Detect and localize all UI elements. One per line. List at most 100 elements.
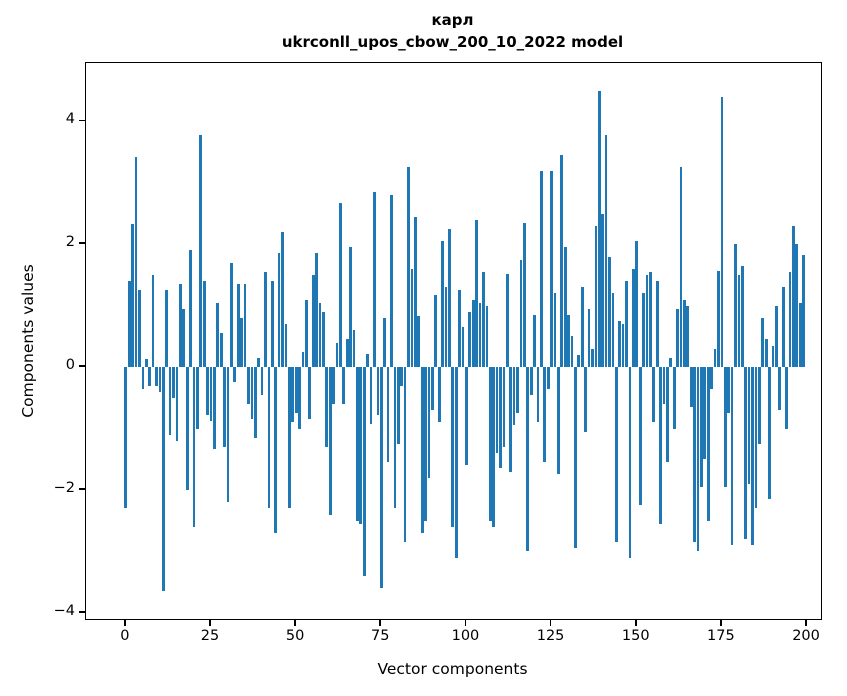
bar-component-53	[305, 299, 308, 368]
bar-component-56	[315, 253, 318, 368]
bar-component-34	[240, 317, 243, 368]
x-tick-label: 175	[707, 628, 735, 644]
bar-component-40	[260, 367, 264, 395]
bar-component-57	[318, 302, 322, 368]
bar-component-173	[713, 348, 717, 368]
bar-component-161	[672, 367, 676, 429]
bar-component-1	[127, 281, 131, 368]
bar-component-71	[366, 353, 370, 368]
bar-component-146	[621, 324, 625, 368]
bar-component-166	[689, 367, 693, 408]
bar-component-179	[734, 244, 737, 368]
bar-component-94	[444, 287, 448, 368]
bar-component-170	[703, 367, 707, 460]
bar-component-117	[522, 222, 526, 368]
bar-component-143	[611, 293, 615, 368]
x-tick-label: 200	[792, 628, 820, 644]
x-tick-mark	[379, 619, 382, 626]
bar-component-158	[662, 367, 666, 404]
y-tick-mark	[79, 119, 85, 122]
bar-component-160	[669, 357, 673, 368]
bar-component-191	[775, 305, 778, 368]
y-tick-mark	[79, 488, 85, 490]
bar-component-52	[301, 351, 305, 368]
x-axis-label: Vector components	[377, 660, 528, 678]
bar-component-8	[151, 274, 155, 368]
bar-component-55	[311, 274, 315, 368]
x-tick-mark	[124, 619, 126, 626]
bar-component-116	[519, 259, 523, 368]
bar-component-44	[274, 367, 278, 533]
bar-component-26	[213, 367, 216, 449]
bar-component-131	[570, 336, 574, 368]
bar-component-157	[659, 367, 662, 524]
bar-component-81	[400, 367, 404, 386]
x-tick-label: 100	[451, 628, 480, 644]
bar-component-168	[696, 367, 700, 552]
bar-component-106	[485, 305, 489, 368]
bar-component-167	[693, 367, 696, 543]
bar-component-181	[740, 265, 744, 368]
bar-component-60	[328, 367, 332, 515]
plot-area	[85, 62, 822, 620]
bar-component-72	[369, 367, 373, 424]
chart-subtitle: ukrconll_upos_cbow_200_10_2022 model	[281, 32, 624, 51]
y-tick-mark	[79, 611, 85, 613]
bar-component-196	[792, 225, 795, 368]
bar-component-195	[788, 271, 792, 368]
bar-component-21	[196, 367, 199, 429]
bar-component-118	[526, 367, 530, 552]
bar-component-3	[134, 156, 138, 368]
bar-component-156	[655, 281, 659, 368]
x-tick-mark	[805, 619, 807, 626]
bar-component-115	[516, 367, 519, 414]
bar-component-28	[219, 333, 223, 368]
bar-component-49	[291, 367, 295, 423]
x-tick-label: 75	[371, 628, 390, 644]
bar-component-174	[717, 271, 720, 368]
bar-component-19	[189, 250, 192, 368]
bar-component-172	[710, 367, 714, 389]
bar-component-83	[407, 167, 410, 368]
bar-component-62	[335, 342, 339, 368]
bar-component-114	[512, 367, 516, 426]
bar-component-48	[287, 367, 291, 509]
chart-title-block: карл ukrconll_upos_cbow_200_10_2022 mode…	[85, 10, 820, 54]
bar-component-0	[124, 367, 128, 509]
bar-component-178	[730, 367, 734, 546]
y-tick-mark	[79, 365, 85, 367]
bar-component-69	[359, 367, 363, 524]
bar-component-136	[587, 308, 591, 368]
x-tick-mark	[549, 619, 552, 626]
bar-component-163	[679, 167, 683, 368]
bar-component-127	[557, 367, 560, 474]
bar-component-101	[468, 311, 472, 368]
bar-component-187	[761, 317, 765, 368]
bar-component-14	[172, 367, 175, 398]
bar-component-128	[560, 155, 564, 368]
bar-component-24	[206, 367, 209, 416]
bar-component-113	[509, 367, 513, 472]
x-tick-label: 25	[200, 628, 220, 644]
bar-component-88	[424, 367, 427, 521]
bar-component-165	[686, 305, 690, 368]
bar-component-151	[638, 367, 642, 506]
bar-component-137	[591, 348, 594, 368]
bar-component-16	[178, 284, 182, 368]
x-tick-label: 125	[536, 628, 565, 644]
bar-component-123	[543, 367, 547, 463]
bar-component-58	[322, 311, 325, 368]
bar-component-144	[614, 367, 618, 543]
bar-component-150	[635, 241, 639, 368]
bar-component-95	[448, 228, 451, 368]
bar-component-70	[362, 367, 366, 576]
bar-component-180	[737, 274, 741, 368]
bar-component-51	[298, 367, 301, 429]
bar-component-159	[666, 367, 669, 463]
x-tick-label: 150	[621, 628, 650, 644]
bar-component-31	[230, 262, 233, 368]
bar-component-39	[257, 357, 261, 368]
bar-component-54	[308, 367, 312, 420]
bar-component-77	[386, 367, 390, 463]
bar-component-75	[379, 367, 383, 589]
